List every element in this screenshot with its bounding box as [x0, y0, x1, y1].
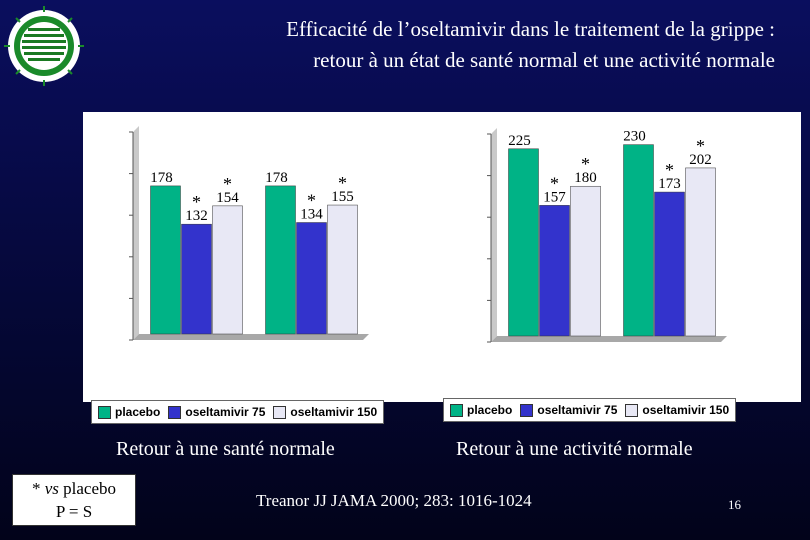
- legend-swatch-oseltamivir-150: [625, 403, 639, 417]
- y-tick-label: 50: [109, 292, 123, 307]
- bar: [296, 222, 327, 335]
- legend-item-oseltamivir-150: oseltamivir 150: [273, 405, 377, 419]
- note-line-1: * vs placebo: [13, 477, 135, 500]
- caption-right: Retour à une activité normale: [456, 438, 693, 460]
- category-label: population: [636, 354, 702, 369]
- legend-left: placebo oseltamivir 75 oseltamivir 150: [91, 400, 385, 424]
- bar: [623, 144, 654, 337]
- slide-title: Efficacité de l’oseltamivir dans le trai…: [160, 14, 775, 76]
- data-label: 173: [658, 176, 681, 192]
- category-label: globale: [647, 370, 693, 385]
- significance-star: *: [307, 191, 316, 211]
- legend-item-oseltamivir-75: oseltamivir 75: [520, 403, 617, 417]
- legend-item-oseltamivir-150: oseltamivir 150: [625, 403, 729, 417]
- legend-right: placebo oseltamivir 75 oseltamivir 150: [443, 398, 737, 422]
- bar: [654, 191, 685, 337]
- y-tick-label: 100: [460, 253, 481, 268]
- reference: Treanor JJ JAMA 2000; 283: 1016-1024: [256, 491, 532, 510]
- slide-number: 16: [728, 497, 741, 512]
- title-line-1: Efficacité de l’oseltamivir dans le trai…: [286, 17, 775, 41]
- data-label: 225: [508, 133, 531, 149]
- y-tick-label: 0: [116, 334, 123, 349]
- significance-star: *: [550, 173, 559, 193]
- legend-label: oseltamivir 150: [642, 403, 730, 417]
- legend-swatch-placebo: [98, 405, 111, 419]
- chart-activite-normale: 0 50 100 150 200 250 225 157 * 180 * influenza +230…: [441, 112, 801, 402]
- note-vs: vs: [44, 479, 59, 498]
- data-label: 178: [265, 170, 288, 186]
- legend-label: oseltamivir 150: [290, 405, 378, 419]
- legend-label: oseltamivir 75: [185, 405, 266, 419]
- y-tick-label: 150: [460, 211, 481, 226]
- data-label: 155: [331, 189, 354, 205]
- category-label: population: [278, 352, 344, 367]
- note-placebo: placebo: [63, 479, 117, 498]
- significance-star: *: [338, 173, 347, 193]
- data-label: 180: [574, 170, 597, 186]
- y-tick-label: 0: [474, 336, 481, 351]
- legend-swatch-placebo: [450, 403, 463, 417]
- y-tick-label: 50: [467, 294, 481, 309]
- significance-star: *: [223, 174, 232, 194]
- bar: [685, 167, 716, 337]
- title-line-2: retour à un état de santé normal et une …: [313, 48, 775, 72]
- plot-side-wall: [491, 128, 497, 342]
- y-tick-label: 250: [460, 128, 481, 143]
- category-label: globale: [289, 368, 335, 383]
- data-label: 178: [150, 170, 173, 186]
- category-label: influenza +: [521, 354, 589, 369]
- data-label: 230: [623, 129, 646, 145]
- plot-floor: [133, 334, 369, 340]
- legend-swatch-oseltamivir-75: [168, 405, 182, 419]
- caption-left: Retour à une santé normale: [116, 438, 335, 460]
- significance-star: *: [192, 192, 201, 212]
- note-line-2: P = S: [55, 502, 93, 521]
- legend-swatch-oseltamivir-75: [520, 403, 534, 417]
- legend-label: placebo: [115, 405, 161, 419]
- legend-swatch-oseltamivir-150: [273, 405, 287, 419]
- bar: [181, 223, 212, 335]
- category-label: influenza +: [163, 352, 231, 367]
- data-label: 132: [185, 208, 208, 224]
- data-label: 154: [216, 190, 239, 206]
- bar: [539, 205, 570, 337]
- y-tick-label: 100: [102, 251, 123, 266]
- bar: [212, 205, 243, 335]
- bar: [150, 185, 181, 335]
- data-label: 202: [689, 152, 712, 168]
- bar: [570, 185, 601, 337]
- bar: [327, 204, 358, 335]
- chart-sante-normale: 0 50 100 150 200 250 178 132 * 154 * influenza +178…: [83, 112, 443, 402]
- significance-star: *: [696, 136, 705, 156]
- legend-item-placebo: placebo: [450, 403, 512, 417]
- data-label: 134: [300, 207, 323, 223]
- plot-side-wall: [133, 126, 139, 340]
- legend-item-placebo: placebo: [98, 405, 160, 419]
- legend-item-oseltamivir-75: oseltamivir 75: [168, 405, 265, 419]
- plot-floor: [491, 336, 727, 342]
- significance-star: *: [581, 154, 590, 174]
- significance-star: *: [665, 160, 674, 180]
- y-tick-label: 150: [102, 209, 123, 224]
- significance-note: * vs placebo P = S: [12, 474, 136, 526]
- note-star: *: [31, 479, 41, 498]
- legend-label: placebo: [467, 403, 513, 417]
- legend-label: oseltamivir 75: [537, 403, 618, 417]
- bar: [265, 185, 296, 335]
- virus-logo: [4, 6, 84, 86]
- y-tick-label: 250: [102, 126, 123, 141]
- data-label: 157: [543, 189, 566, 205]
- y-tick-label: 200: [460, 170, 481, 185]
- bar: [508, 148, 539, 337]
- y-tick-label: 200: [102, 168, 123, 183]
